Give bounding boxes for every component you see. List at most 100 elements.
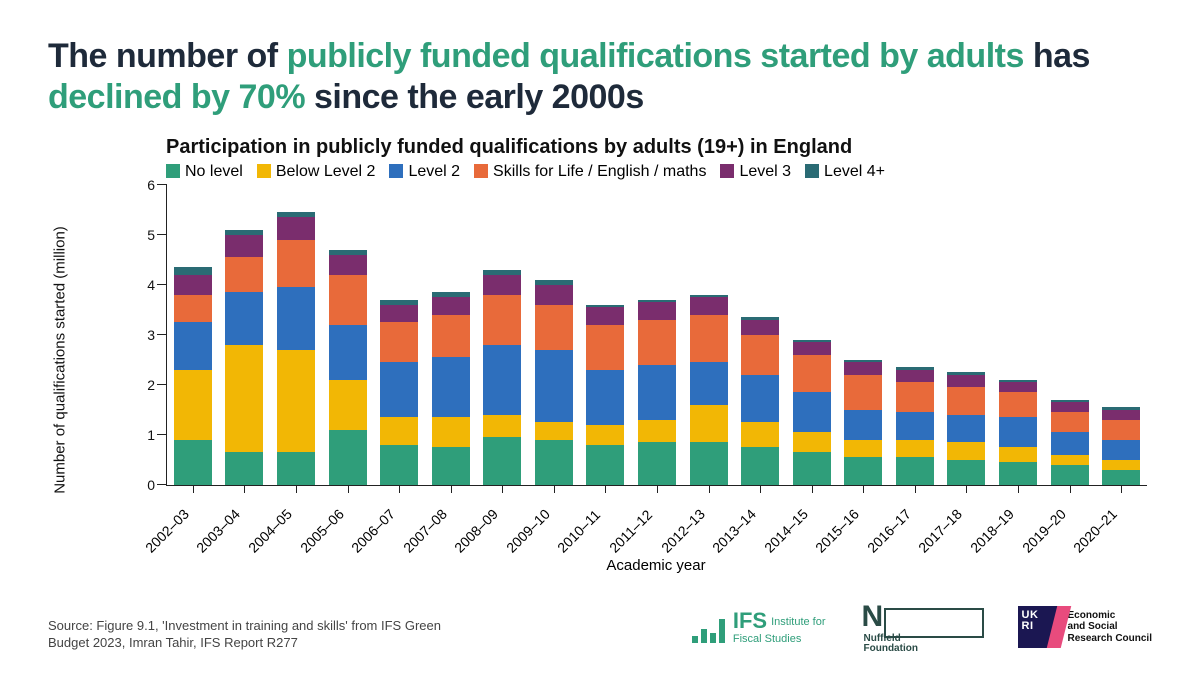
- x-tick-label: 2004–05: [245, 505, 295, 555]
- bar-segment: [277, 350, 315, 453]
- ifs-bars-icon: [692, 611, 725, 643]
- bar-segment: [586, 325, 624, 370]
- x-tick: [399, 485, 400, 493]
- x-tick: [554, 485, 555, 493]
- x-tick-label: 2008–09: [451, 505, 501, 555]
- x-tick-label: 2018–19: [967, 505, 1017, 555]
- bar-segment: [793, 452, 831, 485]
- bar-segment: [483, 437, 521, 485]
- ukri-abbr: UKRI: [1022, 610, 1039, 632]
- source-note: Source: Figure 9.1, 'Investment in train…: [48, 617, 478, 652]
- legend-item: Level 2: [389, 163, 460, 181]
- bar-segment: [483, 275, 521, 295]
- bar-segment: [380, 417, 418, 445]
- bar-segment: [844, 362, 882, 375]
- bar-segment: [380, 322, 418, 362]
- x-tick: [760, 485, 761, 493]
- bar-segment: [896, 412, 934, 440]
- x-tick: [812, 485, 813, 493]
- bar-segment: [174, 322, 212, 370]
- y-tick: [157, 434, 167, 435]
- bar-segment: [329, 430, 367, 485]
- bar-column: [277, 212, 315, 485]
- legend-item: Skills for Life / English / maths: [474, 163, 706, 181]
- bar-segment: [535, 285, 573, 305]
- legend-item: Level 4+: [805, 163, 885, 181]
- bar-segment: [586, 307, 624, 325]
- bars-container: [167, 185, 1147, 485]
- bar-segment: [947, 415, 985, 443]
- bar-segment: [896, 382, 934, 412]
- footer-logos: IFSInstitute forFiscal Studies N Nuffiel…: [692, 600, 1152, 654]
- bar-segment: [690, 442, 728, 485]
- bar-segment: [1102, 420, 1140, 440]
- bar-segment: [277, 217, 315, 240]
- bar-segment: [1102, 470, 1140, 485]
- legend-item: Level 3: [720, 163, 791, 181]
- legend-swatch: [389, 164, 403, 178]
- legend-label: Level 2: [408, 163, 460, 180]
- bar-segment: [999, 382, 1037, 392]
- legend-swatch: [257, 164, 271, 178]
- y-tick-label: 6: [137, 177, 155, 193]
- bar-segment: [844, 457, 882, 485]
- bar-column: [174, 267, 212, 485]
- bar-segment: [999, 447, 1037, 462]
- bar-segment: [483, 295, 521, 345]
- bar-segment: [277, 287, 315, 350]
- x-tick-label: 2013–14: [709, 505, 759, 555]
- x-tick-label: 2002–03: [142, 505, 192, 555]
- bar-segment: [741, 422, 779, 447]
- x-tick: [296, 485, 297, 493]
- bar-segment: [690, 362, 728, 405]
- bar-segment: [174, 370, 212, 440]
- x-tick-label: 2009–10: [503, 505, 553, 555]
- bar-column: [999, 380, 1037, 485]
- bar-segment: [793, 392, 831, 432]
- x-tick-label: 2006–07: [348, 505, 398, 555]
- bar-segment: [690, 315, 728, 363]
- x-tick-label: 2010–11: [554, 506, 603, 555]
- bar-segment: [896, 440, 934, 458]
- y-tick: [157, 184, 167, 185]
- bar-segment: [535, 350, 573, 423]
- bar-segment: [432, 315, 470, 358]
- x-tick: [863, 485, 864, 493]
- bar-segment: [432, 357, 470, 417]
- bar-segment: [741, 335, 779, 375]
- x-tick: [657, 485, 658, 493]
- bar-segment: [174, 275, 212, 295]
- bar-segment: [741, 375, 779, 423]
- x-tick: [709, 485, 710, 493]
- bar-column: [793, 340, 831, 485]
- x-tick: [348, 485, 349, 493]
- bar-segment: [432, 417, 470, 447]
- bar-column: [380, 300, 418, 485]
- bar-column: [1051, 400, 1089, 485]
- x-tick-label: 2016–17: [864, 505, 914, 555]
- legend: No levelBelow Level 2Level 2Skills for L…: [166, 163, 1146, 181]
- y-axis-label: Number of qualifications started (millio…: [52, 226, 69, 494]
- x-tick-label: 2017–18: [916, 505, 966, 555]
- bar-segment: [1051, 432, 1089, 455]
- x-tick-label: 2019–20: [1019, 505, 1069, 555]
- legend-swatch: [166, 164, 180, 178]
- x-tick: [1070, 485, 1071, 493]
- ifs-text: IFSInstitute forFiscal Studies: [733, 609, 826, 645]
- x-tick-label: 2020–21: [1070, 505, 1120, 555]
- ukri-square-icon: UKRI: [1018, 606, 1060, 648]
- bar-segment: [1102, 440, 1140, 460]
- nuffield-logo: N NuffieldFoundation: [862, 602, 982, 652]
- bar-segment: [535, 440, 573, 485]
- x-tick: [966, 485, 967, 493]
- bar-segment: [174, 440, 212, 485]
- legend-label: Level 4+: [824, 163, 885, 180]
- x-tick: [193, 485, 194, 493]
- x-tick: [1018, 485, 1019, 493]
- bar-segment: [174, 267, 212, 275]
- bar-segment: [947, 375, 985, 388]
- bar-segment: [999, 392, 1037, 417]
- bar-segment: [741, 447, 779, 485]
- x-tick: [1121, 485, 1122, 493]
- bar-segment: [844, 375, 882, 410]
